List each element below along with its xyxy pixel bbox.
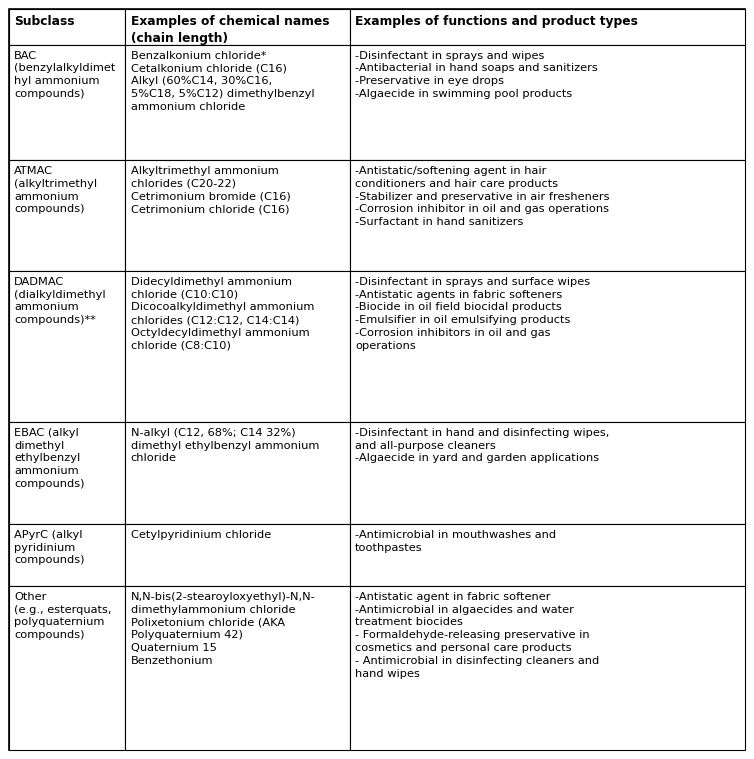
Bar: [9, 524, 125, 586]
Bar: [9, 422, 125, 524]
Bar: [125, 524, 350, 586]
Bar: [125, 160, 350, 271]
Text: -Antistatic agent in fabric softener
-Antimicrobial in algaecides and water
trea: -Antistatic agent in fabric softener -An…: [355, 592, 599, 679]
Bar: [125, 422, 350, 524]
Text: N-alkyl (C12, 68%; C14 32%)
dimethyl ethylbenzyl ammonium
chloride: N-alkyl (C12, 68%; C14 32%) dimethyl eth…: [130, 428, 319, 463]
Text: Alkyltrimethyl ammonium
chlorides (C20-22)
Cetrimonium bromide (C16)
Cetrimonium: Alkyltrimethyl ammonium chlorides (C20-2…: [130, 166, 290, 214]
Text: -Antimicrobial in mouthwashes and
toothpastes: -Antimicrobial in mouthwashes and toothp…: [355, 530, 556, 553]
Bar: [350, 271, 745, 422]
Bar: [9, 160, 125, 271]
Text: DADMAC
(dialkyldimethyl
ammonium
compounds)**: DADMAC (dialkyldimethyl ammonium compoun…: [14, 277, 106, 326]
Text: Examples of chemical names
(chain length): Examples of chemical names (chain length…: [130, 15, 329, 45]
Text: -Disinfectant in sprays and wipes
-Antibacterial in hand soaps and sanitizers
-P: -Disinfectant in sprays and wipes -Antib…: [355, 51, 598, 99]
Text: APyrC (alkyl
pyridinium
compounds): APyrC (alkyl pyridinium compounds): [14, 530, 85, 565]
Bar: [350, 586, 745, 750]
Bar: [125, 9, 350, 45]
Text: EBAC (alkyl
dimethyl
ethylbenzyl
ammonium
compounds): EBAC (alkyl dimethyl ethylbenzyl ammoniu…: [14, 428, 85, 489]
Bar: [350, 422, 745, 524]
Bar: [350, 45, 745, 160]
Text: Didecyldimethyl ammonium
chloride (C10:C10)
Dicocoalkyldimethyl ammonium
chlorid: Didecyldimethyl ammonium chloride (C10:C…: [130, 277, 314, 351]
Text: N,N-bis(2-stearoyloxyethyl)-N,N-
dimethylammonium chloride
Polixetonium chloride: N,N-bis(2-stearoyloxyethyl)-N,N- dimethy…: [130, 592, 315, 666]
Text: Subclass: Subclass: [14, 15, 75, 28]
Text: ATMAC
(alkyltrimethyl
ammonium
compounds): ATMAC (alkyltrimethyl ammonium compounds…: [14, 166, 97, 214]
Text: BAC
(benzylalkyldimet
hyl ammonium
compounds): BAC (benzylalkyldimet hyl ammonium compo…: [14, 51, 115, 99]
Text: Other
(e.g., esterquats,
polyquaternium
compounds): Other (e.g., esterquats, polyquaternium …: [14, 592, 112, 641]
Bar: [9, 9, 125, 45]
Text: -Antistatic/softening agent in hair
conditioners and hair care products
-Stabili: -Antistatic/softening agent in hair cond…: [355, 166, 609, 227]
Text: Cetylpyridinium chloride: Cetylpyridinium chloride: [130, 530, 271, 540]
Bar: [125, 45, 350, 160]
Bar: [350, 524, 745, 586]
Bar: [125, 271, 350, 422]
Text: -Disinfectant in sprays and surface wipes
-Antistatic agents in fabric softeners: -Disinfectant in sprays and surface wipe…: [355, 277, 590, 351]
Bar: [125, 586, 350, 750]
Text: Examples of functions and product types: Examples of functions and product types: [355, 15, 638, 28]
Bar: [9, 271, 125, 422]
Bar: [9, 586, 125, 750]
Bar: [350, 9, 745, 45]
Text: Benzalkonium chloride*
Cetalkonium chloride (C16)
Alkyl (60%C14, 30%C16,
5%C18, : Benzalkonium chloride* Cetalkonium chlor…: [130, 51, 314, 112]
Bar: [350, 160, 745, 271]
Text: -Disinfectant in hand and disinfecting wipes,
and all-purpose cleaners
-Algaecid: -Disinfectant in hand and disinfecting w…: [355, 428, 609, 463]
Bar: [9, 45, 125, 160]
